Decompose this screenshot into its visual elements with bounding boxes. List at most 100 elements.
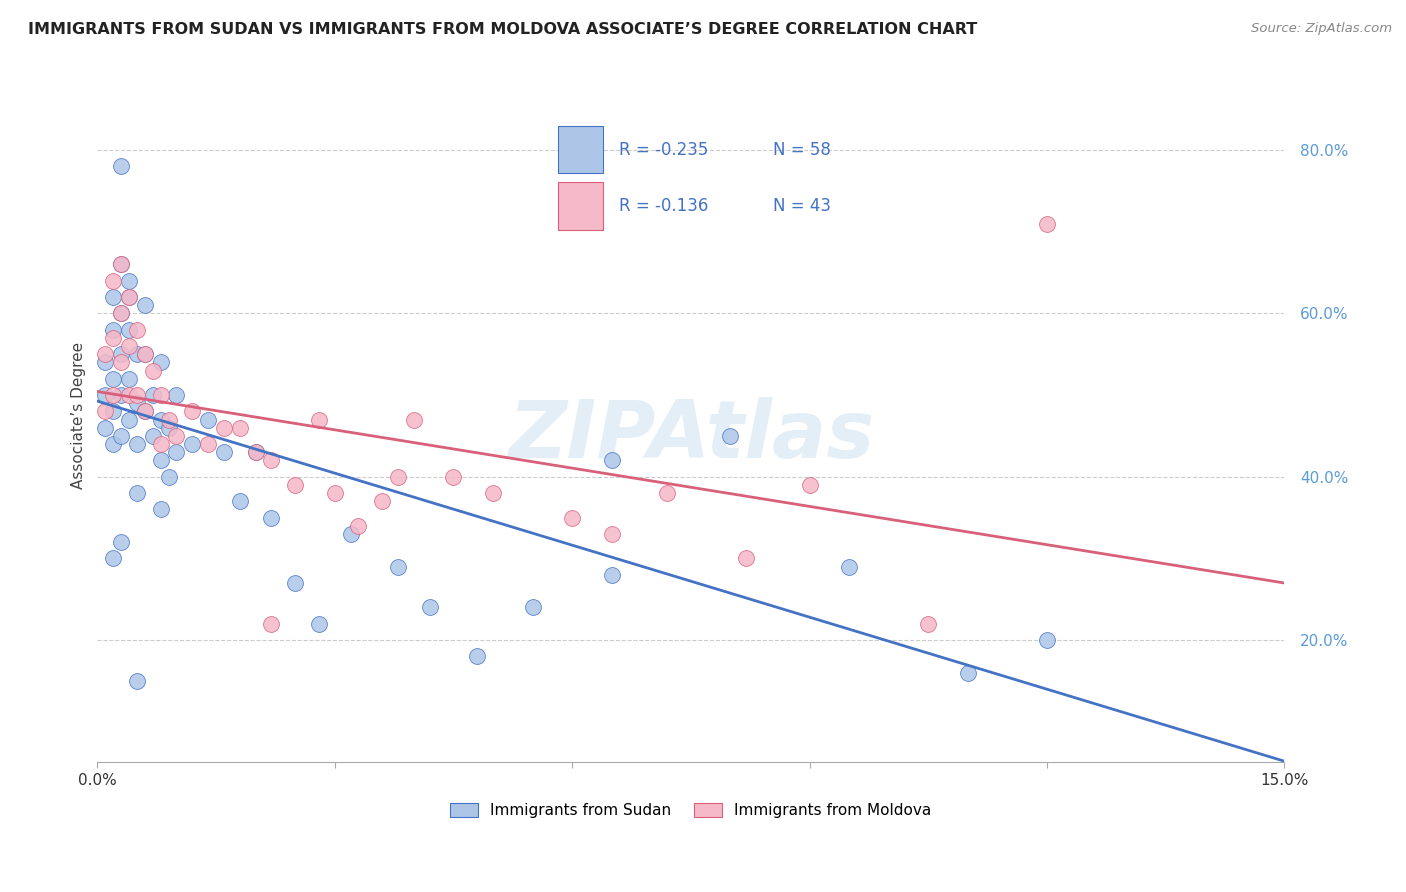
Point <box>371 494 394 508</box>
Point <box>125 388 148 402</box>
Point <box>125 673 148 688</box>
Point <box>149 412 172 426</box>
Point <box>134 298 156 312</box>
Point <box>101 323 124 337</box>
Text: Source: ZipAtlas.com: Source: ZipAtlas.com <box>1251 22 1392 36</box>
Point <box>197 412 219 426</box>
Point <box>125 437 148 451</box>
Point <box>142 388 165 402</box>
Point <box>101 404 124 418</box>
Point <box>157 412 180 426</box>
Point <box>956 665 979 680</box>
Point <box>110 429 132 443</box>
Point <box>110 257 132 271</box>
Point <box>1036 632 1059 647</box>
Point <box>600 453 623 467</box>
Point <box>212 421 235 435</box>
Point <box>1036 217 1059 231</box>
Point <box>110 306 132 320</box>
Point <box>157 421 180 435</box>
Legend: Immigrants from Sudan, Immigrants from Moldova: Immigrants from Sudan, Immigrants from M… <box>444 797 938 824</box>
Point <box>181 437 204 451</box>
Point <box>118 339 141 353</box>
Point <box>134 404 156 418</box>
Point <box>149 355 172 369</box>
Point <box>118 388 141 402</box>
Point <box>229 421 252 435</box>
Point <box>323 486 346 500</box>
Point <box>522 600 544 615</box>
Point <box>134 347 156 361</box>
Point <box>110 160 132 174</box>
Point <box>94 421 117 435</box>
Point <box>142 429 165 443</box>
Point <box>101 331 124 345</box>
Point <box>482 486 505 500</box>
Point <box>101 551 124 566</box>
Point <box>149 502 172 516</box>
Point <box>149 437 172 451</box>
Point <box>149 388 172 402</box>
Point <box>118 323 141 337</box>
Point <box>284 478 307 492</box>
Point <box>212 445 235 459</box>
Point <box>125 323 148 337</box>
Point <box>308 616 330 631</box>
Point <box>110 306 132 320</box>
Point <box>94 355 117 369</box>
Point <box>101 437 124 451</box>
Point <box>110 347 132 361</box>
Point <box>101 372 124 386</box>
Point <box>799 478 821 492</box>
Point <box>101 388 124 402</box>
Point <box>118 290 141 304</box>
Point <box>245 445 267 459</box>
Point <box>101 274 124 288</box>
Point <box>284 575 307 590</box>
Point <box>125 396 148 410</box>
Point <box>260 510 283 524</box>
Point <box>181 404 204 418</box>
Point <box>166 388 188 402</box>
Point <box>110 355 132 369</box>
Point <box>110 535 132 549</box>
Point <box>402 412 425 426</box>
Point <box>347 518 370 533</box>
Point <box>118 412 141 426</box>
Point <box>229 494 252 508</box>
Point <box>149 453 172 467</box>
Point <box>308 412 330 426</box>
Point <box>134 404 156 418</box>
Point <box>260 453 283 467</box>
Point <box>600 526 623 541</box>
Point <box>94 404 117 418</box>
Point <box>561 510 583 524</box>
Point <box>125 486 148 500</box>
Point <box>718 429 741 443</box>
Point <box>134 347 156 361</box>
Point <box>166 445 188 459</box>
Point <box>655 486 678 500</box>
Point <box>94 347 117 361</box>
Point <box>735 551 758 566</box>
Point <box>917 616 939 631</box>
Point <box>838 559 860 574</box>
Point <box>101 290 124 304</box>
Point <box>125 347 148 361</box>
Text: ZIPAtlas: ZIPAtlas <box>508 397 875 475</box>
Point <box>110 257 132 271</box>
Point <box>118 372 141 386</box>
Point <box>465 649 488 664</box>
Point <box>600 567 623 582</box>
Point <box>118 274 141 288</box>
Point <box>419 600 441 615</box>
Text: IMMIGRANTS FROM SUDAN VS IMMIGRANTS FROM MOLDOVA ASSOCIATE’S DEGREE CORRELATION : IMMIGRANTS FROM SUDAN VS IMMIGRANTS FROM… <box>28 22 977 37</box>
Point <box>118 290 141 304</box>
Point <box>197 437 219 451</box>
Point <box>339 526 361 541</box>
Point <box>443 469 465 483</box>
Point <box>387 559 409 574</box>
Y-axis label: Associate’s Degree: Associate’s Degree <box>72 342 86 489</box>
Point <box>110 388 132 402</box>
Point <box>157 469 180 483</box>
